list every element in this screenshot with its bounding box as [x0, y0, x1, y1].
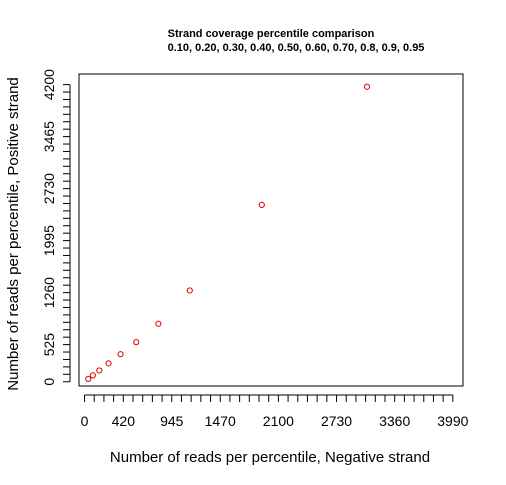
x-tick-label: 3360 — [379, 413, 410, 429]
data-points — [85, 83, 371, 383]
y-axis: 0 525 1260 1995 2730 3465 4200 — [41, 69, 71, 386]
y-tick-label: 1260 — [41, 277, 57, 308]
data-point — [117, 351, 124, 358]
y-tick-label: 525 — [41, 333, 57, 357]
x-tick-label: 0 — [81, 413, 89, 429]
data-point — [89, 372, 96, 379]
x-axis-label: Number of reads per percentile, Negative… — [110, 449, 430, 466]
data-point — [363, 83, 371, 90]
data-point — [186, 287, 193, 294]
data-point — [85, 375, 92, 383]
x-tick-label: 1470 — [205, 413, 236, 429]
data-point — [133, 339, 140, 346]
data-point — [155, 320, 162, 327]
y-tick-label: 2730 — [41, 173, 57, 204]
x-tick-label: 2100 — [263, 413, 294, 429]
data-point — [96, 367, 103, 374]
data-point — [258, 201, 265, 208]
x-tick-label: 420 — [112, 413, 136, 429]
y-tick-label: 3465 — [41, 121, 57, 152]
chart-title: Strand coverage percentile comparison — [168, 28, 375, 40]
y-tick-label: 4200 — [41, 69, 57, 100]
x-axis: 0 420 945 1470 2100 2730 3360 3990 — [81, 394, 469, 429]
x-tick-label: 3990 — [437, 413, 468, 429]
data-point — [105, 360, 112, 367]
y-tick-label: 1995 — [41, 225, 57, 256]
x-tick-label: 2730 — [321, 413, 352, 429]
y-axis-label: Number of reads per percentile, Positive… — [5, 77, 22, 390]
plot-frame — [78, 73, 464, 387]
x-tick-label: 945 — [160, 413, 184, 429]
chart-subtitle: 0.10, 0.20, 0.30, 0.40, 0.50, 0.60, 0.70… — [168, 42, 425, 54]
y-tick-label: 0 — [41, 378, 57, 386]
